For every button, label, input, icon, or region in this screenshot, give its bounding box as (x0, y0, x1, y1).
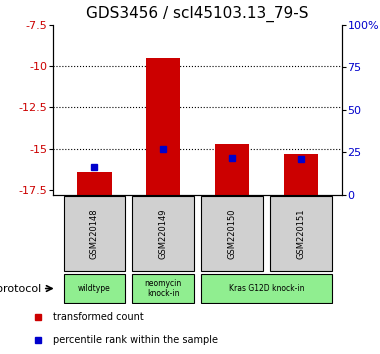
Text: GSM220151: GSM220151 (296, 209, 305, 259)
Text: transformed count: transformed count (53, 312, 144, 322)
Bar (146, 58, 180, 195)
FancyBboxPatch shape (63, 196, 125, 271)
FancyBboxPatch shape (270, 196, 332, 271)
Text: GSM220150: GSM220150 (228, 209, 236, 259)
Title: GDS3456 / scl45103.13_79-S: GDS3456 / scl45103.13_79-S (86, 6, 309, 22)
FancyBboxPatch shape (63, 274, 125, 303)
FancyBboxPatch shape (132, 196, 194, 271)
Bar (215, 144, 249, 195)
FancyBboxPatch shape (201, 274, 332, 303)
Text: GSM220149: GSM220149 (159, 209, 168, 259)
Bar (77, 172, 112, 195)
Text: GSM220148: GSM220148 (90, 208, 99, 259)
Text: protocol: protocol (0, 284, 41, 293)
Text: wildtype: wildtype (78, 284, 111, 293)
Bar (283, 154, 318, 195)
Text: Kras G12D knock-in: Kras G12D knock-in (229, 284, 304, 293)
FancyBboxPatch shape (132, 274, 194, 303)
Text: percentile rank within the sample: percentile rank within the sample (53, 335, 218, 346)
Text: neomycin
knock-in: neomycin knock-in (145, 279, 182, 298)
FancyBboxPatch shape (201, 196, 263, 271)
